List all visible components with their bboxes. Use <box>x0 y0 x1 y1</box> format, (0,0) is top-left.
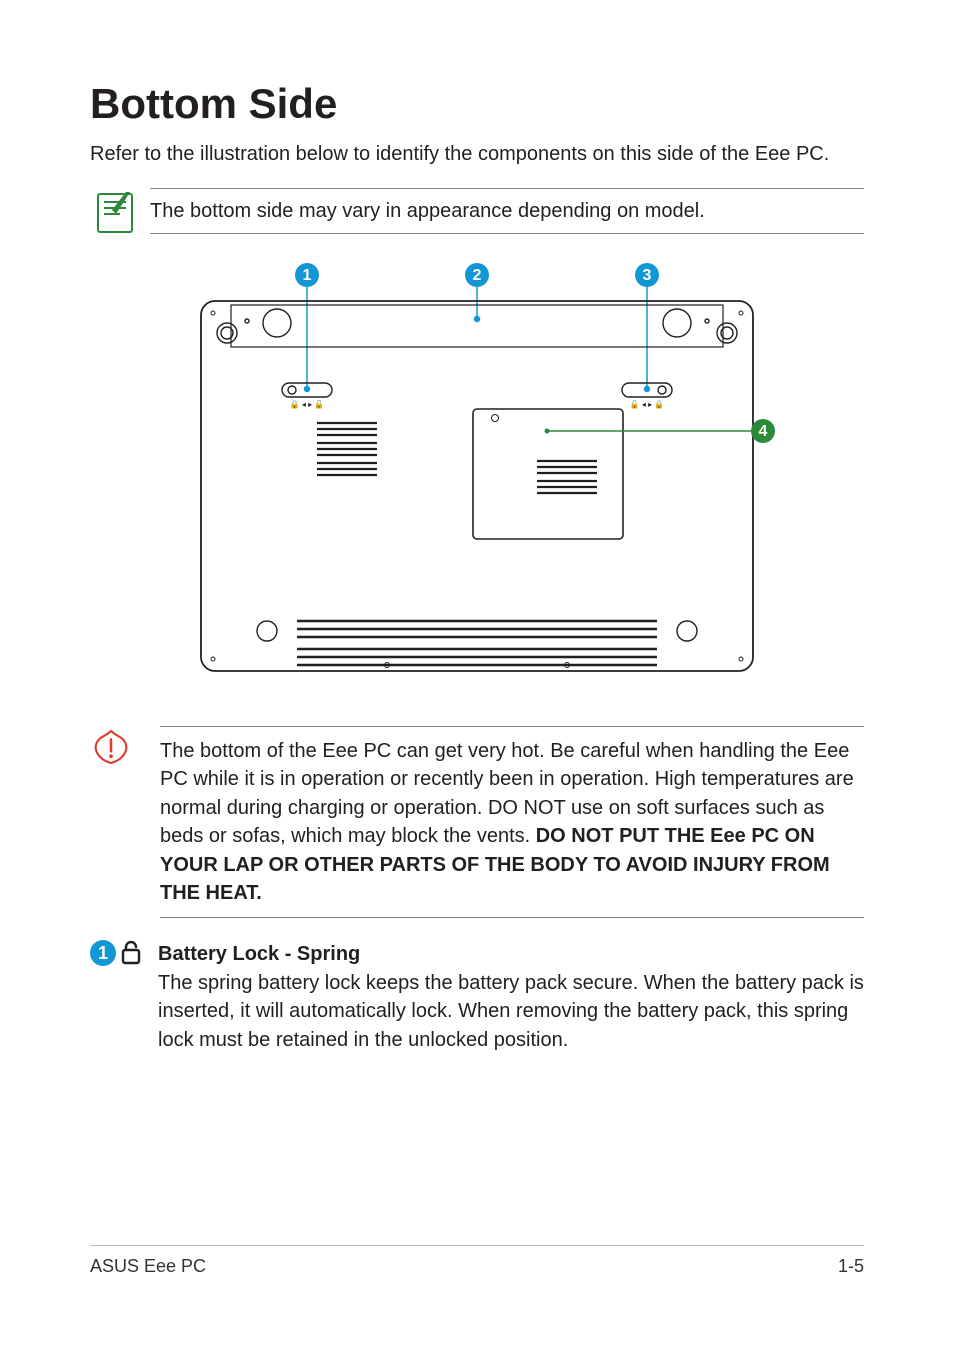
intro-paragraph: Refer to the illustration below to ident… <box>90 140 864 168</box>
section-1-body: The spring battery lock keeps the batter… <box>158 972 864 1051</box>
svg-text:4: 4 <box>759 423 768 440</box>
footer-left: ASUS Eee PC <box>90 1256 206 1277</box>
warning-block: The bottom of the Eee PC can get very ho… <box>90 726 864 918</box>
section-1: 1 Battery Lock - Spring The spring batte… <box>90 940 864 1054</box>
footer-right: 1-5 <box>838 1256 864 1277</box>
svg-text:🔓 ◂ ▸ 🔒: 🔓 ◂ ▸ 🔒 <box>630 399 665 409</box>
page-title: Bottom Side <box>90 80 864 128</box>
section-1-heading: Battery Lock - Spring <box>158 943 360 965</box>
svg-text:3: 3 <box>643 267 652 284</box>
svg-text:🔒 ◂ ▸ 🔓: 🔒 ◂ ▸ 🔓 <box>290 399 325 409</box>
note-block: The bottom side may vary in appearance d… <box>90 188 864 243</box>
warning-icon <box>90 726 150 773</box>
section-1-marker: 1 <box>90 940 150 966</box>
section-1-number: 1 <box>90 940 116 966</box>
page-footer: ASUS Eee PC 1-5 <box>90 1245 864 1277</box>
note-text: The bottom side may vary in appearance d… <box>150 188 864 234</box>
svg-text:2: 2 <box>473 267 482 284</box>
note-icon <box>90 188 140 243</box>
warning-text: The bottom of the Eee PC can get very ho… <box>160 726 864 918</box>
lock-icon <box>120 940 142 966</box>
bottom-diagram: 1 2 3 <box>177 261 777 686</box>
svg-text:1: 1 <box>303 267 312 284</box>
